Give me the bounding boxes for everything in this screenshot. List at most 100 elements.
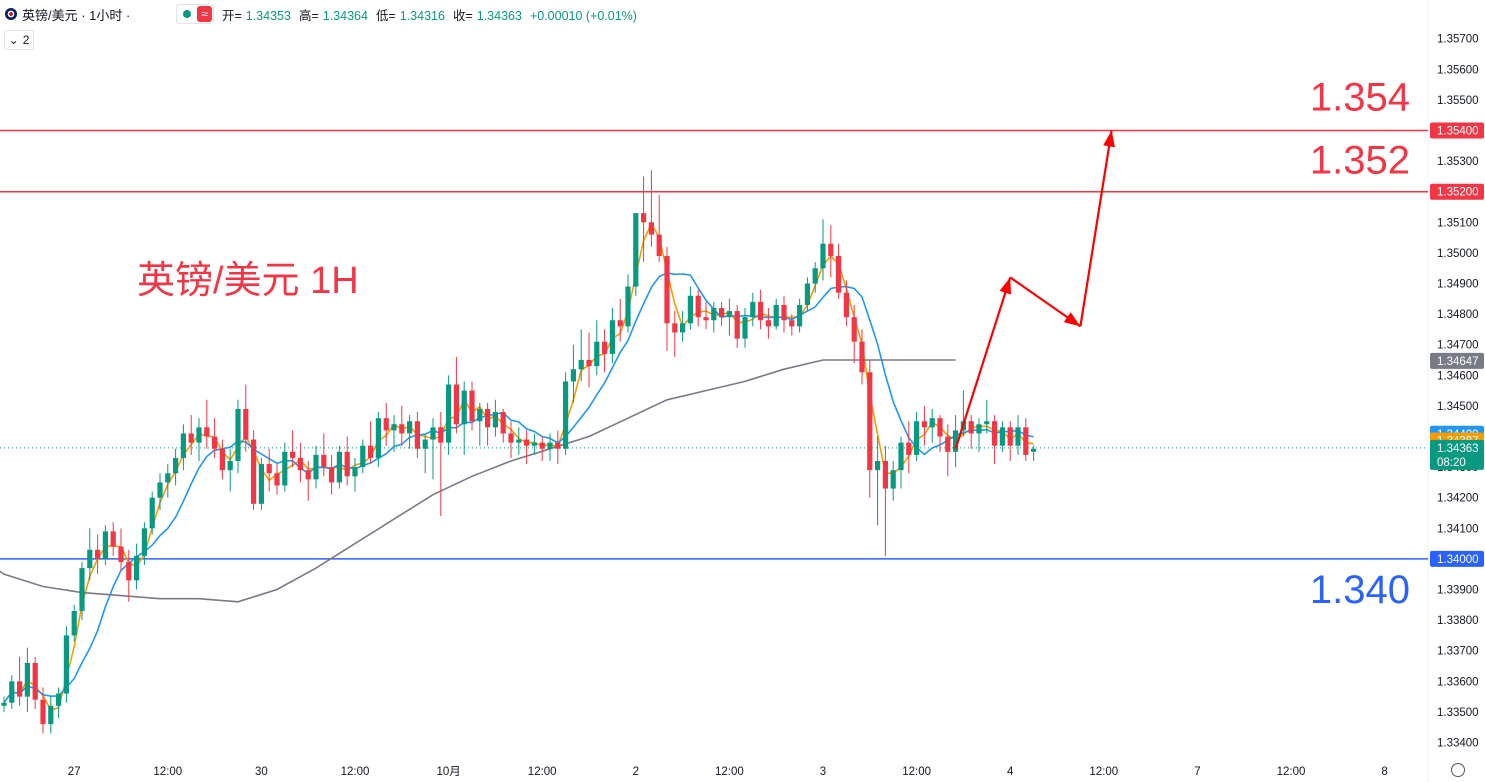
candle (804, 277, 810, 312)
candle (383, 402, 389, 446)
candle-body (1007, 427, 1013, 446)
candle-body (547, 442, 553, 449)
candle-body (196, 427, 202, 443)
candle (391, 415, 397, 452)
candle-body (173, 457, 179, 474)
candle-body (422, 439, 428, 449)
candle-body (797, 304, 803, 327)
y-tick-label: 1.33400 (1437, 738, 1479, 750)
candle (251, 430, 257, 510)
change-value: +0.00010 (+0.01%) (529, 8, 637, 23)
candle-body (617, 320, 623, 327)
candle-body (882, 460, 888, 489)
candle (945, 424, 951, 477)
ma-price-tag-bg (1430, 352, 1484, 369)
level-price-tag-bg (1430, 550, 1484, 567)
candle-body (508, 433, 514, 443)
candle (687, 286, 693, 330)
candle (453, 356, 459, 434)
candle (180, 424, 186, 471)
indicators-toggle-button[interactable]: ⌄ 2 (4, 30, 34, 50)
candle-body (251, 439, 257, 504)
candle-body (407, 421, 413, 434)
candle-body (391, 424, 397, 431)
candle (648, 170, 654, 247)
chart-header: 英镑/美元 · 1小时 · ≈ 开= 1.34353 高= 1.34364 低= 1.34… (0, 0, 1420, 28)
candle (1007, 421, 1013, 461)
candle-body (563, 381, 569, 449)
candle (906, 421, 912, 474)
indicator-count: 2 (22, 33, 30, 47)
candle-body (492, 412, 498, 428)
candle-body (188, 433, 194, 443)
candle-body (243, 408, 249, 440)
candle (469, 381, 475, 431)
candle (329, 454, 335, 495)
low-label: 低= (375, 8, 396, 23)
candle (274, 464, 280, 495)
chart-annotation-title: 英镑/美元 1H (137, 260, 359, 302)
y-tick-label: 1.34700 (1437, 340, 1479, 352)
candle (508, 421, 514, 458)
candle-body (968, 421, 974, 434)
candle (836, 243, 842, 299)
forecast-arrowhead (1063, 312, 1081, 327)
candle-body (290, 451, 296, 458)
x-tick-label: 12:00 (1089, 766, 1118, 778)
candle (227, 448, 233, 492)
candle-body (960, 421, 966, 431)
candle (438, 412, 444, 517)
candle (485, 402, 491, 446)
candle-body (945, 436, 951, 452)
candle-body (446, 384, 452, 443)
candle-body (321, 454, 327, 468)
candle-body (212, 436, 218, 449)
candle-body (204, 427, 210, 437)
level-price-tag-bg (1430, 183, 1484, 200)
candle (102, 525, 108, 566)
candle-body (578, 360, 584, 370)
market-status-pill[interactable]: ≈ (176, 4, 214, 24)
candle-body (102, 531, 108, 559)
candle (672, 311, 678, 357)
candle-body (118, 546, 124, 562)
candle (633, 213, 639, 296)
candle-body (867, 372, 873, 471)
candle-body (63, 635, 69, 694)
y-tick-label: 1.35100 (1437, 217, 1479, 229)
candle (726, 298, 732, 336)
candle-body (485, 408, 491, 428)
candle-body (999, 427, 1005, 446)
candle-body (313, 454, 319, 480)
candle (570, 344, 576, 403)
high-label: 高= (298, 8, 319, 23)
candle (742, 307, 748, 348)
level-price-tag-bg (1430, 122, 1484, 139)
candle-body (336, 451, 342, 483)
candle (266, 448, 272, 492)
symbol-title[interactable]: 英镑/美元 · 1小时 · (22, 7, 131, 23)
x-tick-label: 7 (1194, 766, 1200, 778)
candle-body (180, 433, 186, 458)
candle (859, 329, 865, 385)
candle (56, 687, 62, 719)
candle (1, 696, 7, 712)
candle (422, 433, 428, 474)
candle (524, 430, 530, 465)
candle (414, 412, 420, 458)
chart-settings-gear-icon[interactable] (1451, 763, 1465, 777)
x-tick-label: 27 (68, 766, 81, 778)
candle-body (9, 681, 15, 703)
last-price-tag-bg (1430, 439, 1484, 470)
candle (368, 421, 374, 465)
x-tick-label: 2 (633, 766, 639, 778)
ohlc-legend: 开= 1.34353 高= 1.34364 低= 1.34316 收= 1.34363 +0.0… (222, 5, 645, 24)
candle (765, 307, 771, 339)
candle (446, 375, 452, 455)
candle-body (703, 317, 709, 321)
candle-body (399, 424, 405, 434)
candle (1031, 445, 1037, 461)
candle (547, 433, 553, 461)
candle-body (383, 418, 389, 431)
